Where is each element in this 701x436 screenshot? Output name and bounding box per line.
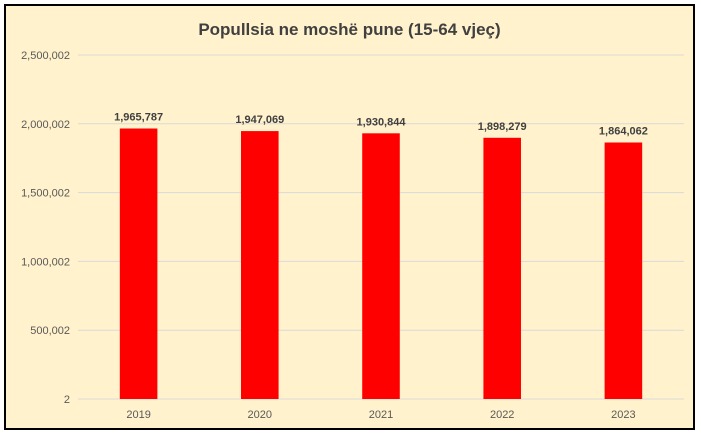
bar bbox=[241, 131, 279, 399]
y-tick-label: 2,000,002 bbox=[21, 119, 70, 131]
y-tick-label: 2 bbox=[64, 394, 70, 406]
bar bbox=[604, 142, 643, 399]
chart-frame: Popullsia ne moshë pune (15-64 vjeç) bbox=[4, 4, 695, 430]
x-tick-label: 2019 bbox=[126, 409, 150, 421]
y-tick-label: 500,002 bbox=[30, 325, 70, 337]
bars bbox=[119, 128, 643, 399]
x-axis: 2019 2020 2021 2022 2023 bbox=[126, 409, 635, 421]
x-tick-label: 2022 bbox=[490, 409, 514, 421]
bar bbox=[362, 133, 400, 399]
x-tick-label: 2023 bbox=[611, 409, 635, 421]
bar bbox=[483, 137, 521, 399]
bar bbox=[119, 128, 158, 399]
data-label: 1,965,787 bbox=[114, 112, 163, 124]
y-axis: 2 500,002 1,000,002 1,500,002 2,000,002 2,500… bbox=[21, 50, 70, 406]
data-label: 1,930,844 bbox=[357, 116, 407, 128]
x-tick-label: 2020 bbox=[248, 409, 272, 421]
data-labels: 1,965,787 1,947,069 1,930,844 1,898,279 1,86… bbox=[114, 112, 648, 138]
data-label: 1,898,279 bbox=[478, 121, 527, 133]
data-label: 1,864,062 bbox=[599, 126, 648, 138]
data-label: 1,947,069 bbox=[235, 114, 284, 126]
y-tick-label: 1,500,002 bbox=[21, 188, 70, 200]
chart-title: Popullsia ne moshë pune (15-64 vjeç) bbox=[198, 20, 501, 39]
y-tick-label: 2,500,002 bbox=[21, 50, 70, 62]
y-tick-label: 1,000,002 bbox=[21, 256, 70, 268]
x-tick-label: 2021 bbox=[369, 409, 393, 421]
